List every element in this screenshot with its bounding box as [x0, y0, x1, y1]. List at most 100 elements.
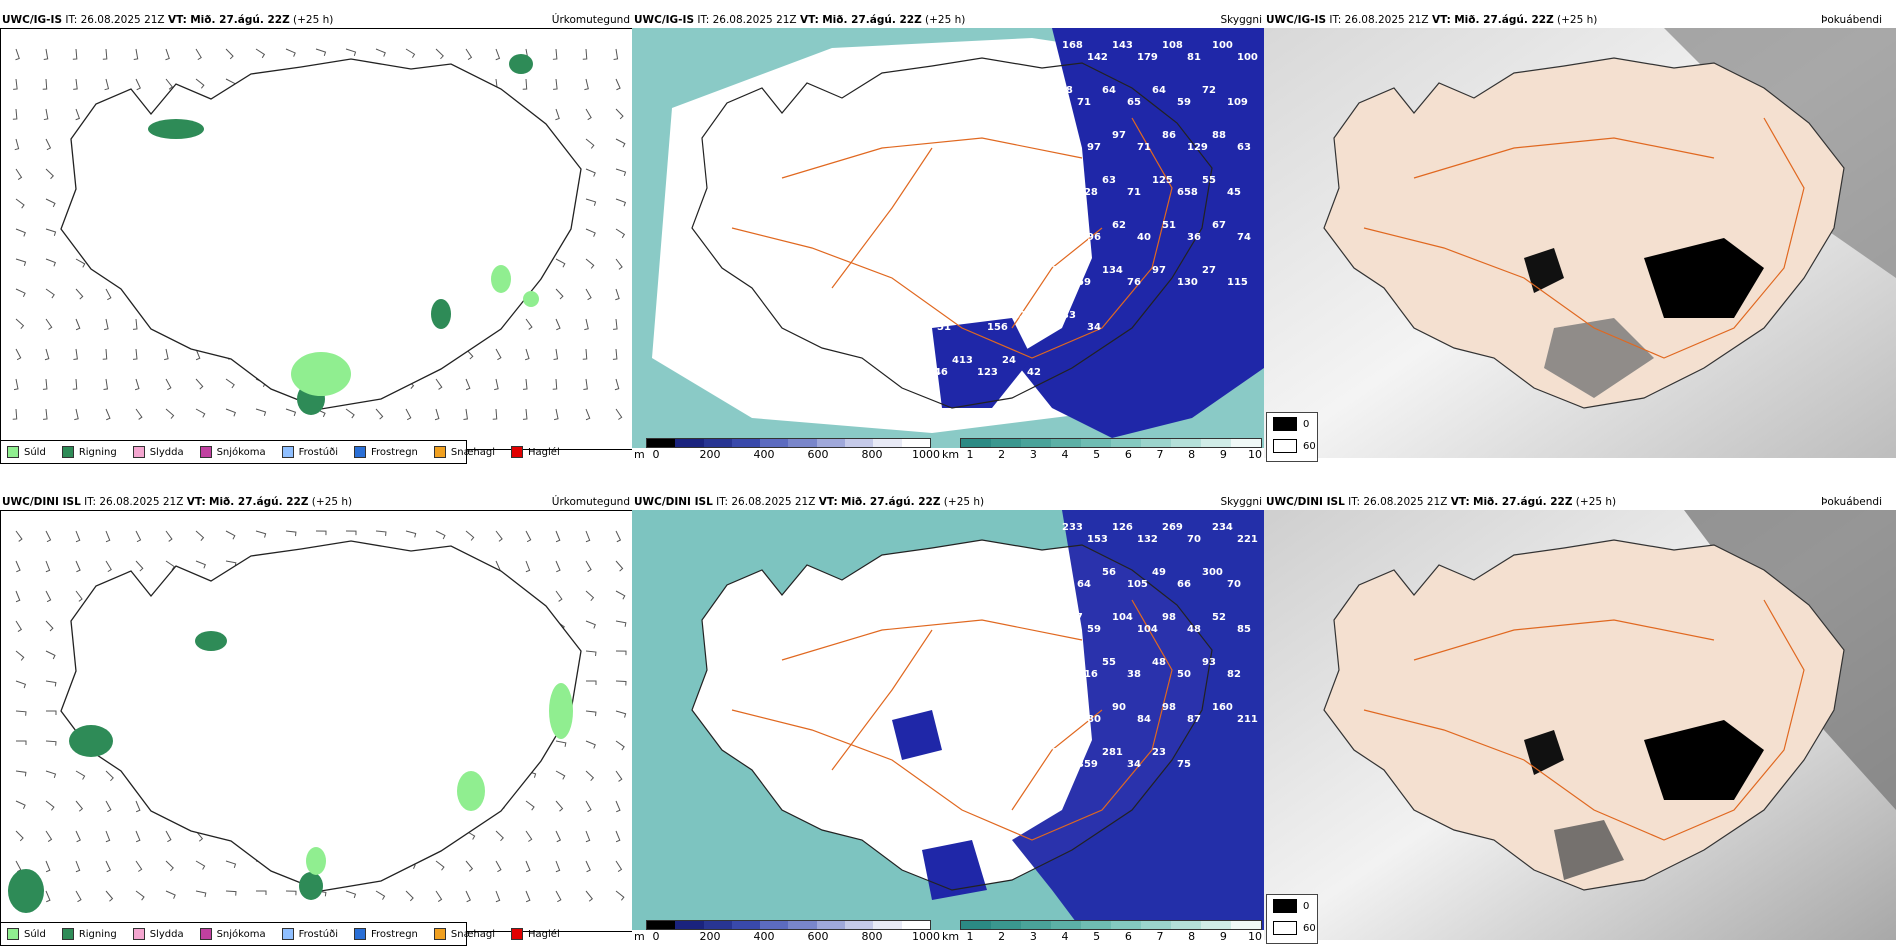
wind-barb	[135, 78, 141, 91]
wind-barb	[525, 890, 531, 903]
legend-swatch	[132, 928, 145, 940]
panel-row1-precip: UWC/IG-IS IT: 26.08.2025 21Z VT: Mið. 27…	[0, 12, 634, 464]
visibility-value: 82	[1227, 669, 1241, 680]
legend-swatch	[354, 928, 366, 940]
visibility-value: 130	[1177, 277, 1198, 288]
visibility-value: 84	[1137, 714, 1151, 725]
visibility-value: 86	[1162, 130, 1176, 141]
wind-barb	[465, 48, 473, 60]
wind-barb	[102, 348, 108, 360]
wind-barb	[585, 168, 596, 177]
wind-barb	[345, 408, 355, 419]
wind-barb	[285, 890, 297, 896]
visibility-value: 23	[1152, 747, 1166, 758]
wind-barb	[195, 860, 206, 870]
wind-barb	[525, 860, 531, 873]
visibility-value: 97	[1152, 265, 1166, 276]
wind-barb	[42, 378, 48, 390]
wind-barb	[225, 48, 234, 60]
visibility-value: 27	[1202, 265, 1216, 276]
wind-barb	[195, 530, 205, 541]
wind-barb	[613, 318, 618, 330]
wind-barb	[585, 620, 596, 629]
wind-barb	[165, 78, 173, 90]
wind-barb	[553, 78, 558, 90]
wind-barb	[585, 770, 595, 782]
visibility-value: 66	[1177, 579, 1191, 590]
legend-label: Haglél	[528, 446, 560, 458]
visibility-value: 413	[952, 355, 973, 366]
scale-tick: 2	[998, 448, 1006, 461]
legend-swatch	[7, 928, 19, 940]
wind-barb	[135, 890, 145, 901]
wind-barb	[15, 800, 26, 810]
wind-barb	[522, 78, 528, 90]
visibility-value: 116	[1077, 669, 1098, 680]
visibility-value: 67	[1212, 220, 1226, 231]
precip-map	[0, 510, 634, 932]
wind-barb	[555, 800, 564, 812]
wind-barb	[225, 890, 237, 896]
visibility-value: 49	[1152, 567, 1166, 578]
wind-barb	[585, 288, 592, 301]
wind-barb	[584, 318, 589, 331]
visibility-value: 846	[927, 367, 948, 378]
wind-barb	[165, 890, 176, 899]
visibility-value: 75	[1177, 759, 1191, 770]
legend-label: Rigning	[78, 446, 117, 458]
wind-barb	[525, 318, 533, 330]
wind-barb	[552, 378, 558, 390]
wind-barb	[75, 890, 82, 903]
wind-barb	[75, 770, 86, 780]
scale-tick: 1	[966, 930, 974, 943]
scale-tick: 200	[699, 930, 721, 943]
wind-barb	[555, 830, 562, 843]
visibility-value: 24	[1002, 355, 1016, 366]
wind-barb	[255, 530, 267, 538]
wind-barb	[45, 318, 53, 330]
wind-barb	[585, 408, 591, 421]
visibility-value: 132	[1137, 534, 1158, 545]
elevation-scale: m 0 200 400 600 800 1000	[634, 920, 940, 946]
wind-barb	[133, 48, 139, 61]
legend-label: Snæhagl	[450, 446, 496, 458]
wind-barb	[102, 48, 108, 60]
wind-barb	[615, 258, 623, 270]
legend-item: Súld	[7, 928, 46, 940]
legend-item: Frostúði	[281, 928, 338, 940]
wind-barb	[285, 48, 296, 57]
visibility-value: 300	[1202, 567, 1223, 578]
wind-barb	[15, 288, 26, 298]
wind-barb	[135, 408, 143, 420]
wind-barb	[555, 530, 561, 543]
visibility-value: 65	[1127, 97, 1141, 108]
wind-barb	[615, 770, 623, 782]
panel-row2-precip: UWC/DINI ISL IT: 26.08.2025 21Z VT: Mið.…	[0, 494, 634, 946]
wind-barb	[165, 560, 175, 571]
legend-item: Snjókoma	[199, 446, 266, 458]
legend-swatch	[433, 928, 446, 940]
visibility-value: 134	[1102, 265, 1123, 276]
scale-tick: 3	[1029, 930, 1037, 943]
legend-label: Snæhagl	[450, 928, 496, 940]
legend-item: Rigning	[61, 446, 117, 458]
precip-legend: Súld Rigning Slydda Snjókoma Frostúði Frostre…	[0, 440, 560, 464]
wind-barb	[553, 348, 559, 360]
panel-row2-fog: UWC/DINI ISL IT: 26.08.2025 21Z VT: Mið.…	[1264, 494, 1900, 946]
wind-barb	[135, 800, 141, 813]
wind-barb	[165, 830, 172, 843]
scale-tick: 1000	[912, 930, 940, 943]
visibility-value: 108	[1052, 85, 1073, 96]
visibility-value: 281	[1102, 747, 1123, 758]
legend-item: Súld	[7, 446, 46, 458]
legend-item: Frostregn	[354, 928, 418, 940]
scale-tick: 400	[753, 448, 775, 461]
wind-barb	[103, 378, 109, 390]
visibility-value: 38	[1127, 669, 1141, 680]
precip-legend: Súld Rigning Slydda Snjókoma Frostúði Frostre…	[0, 922, 560, 946]
visibility-value: 98	[1162, 702, 1176, 713]
wind-barb	[583, 378, 588, 390]
wind-barb	[105, 860, 111, 873]
wind-barb	[43, 408, 48, 420]
legend-swatch	[132, 446, 145, 458]
